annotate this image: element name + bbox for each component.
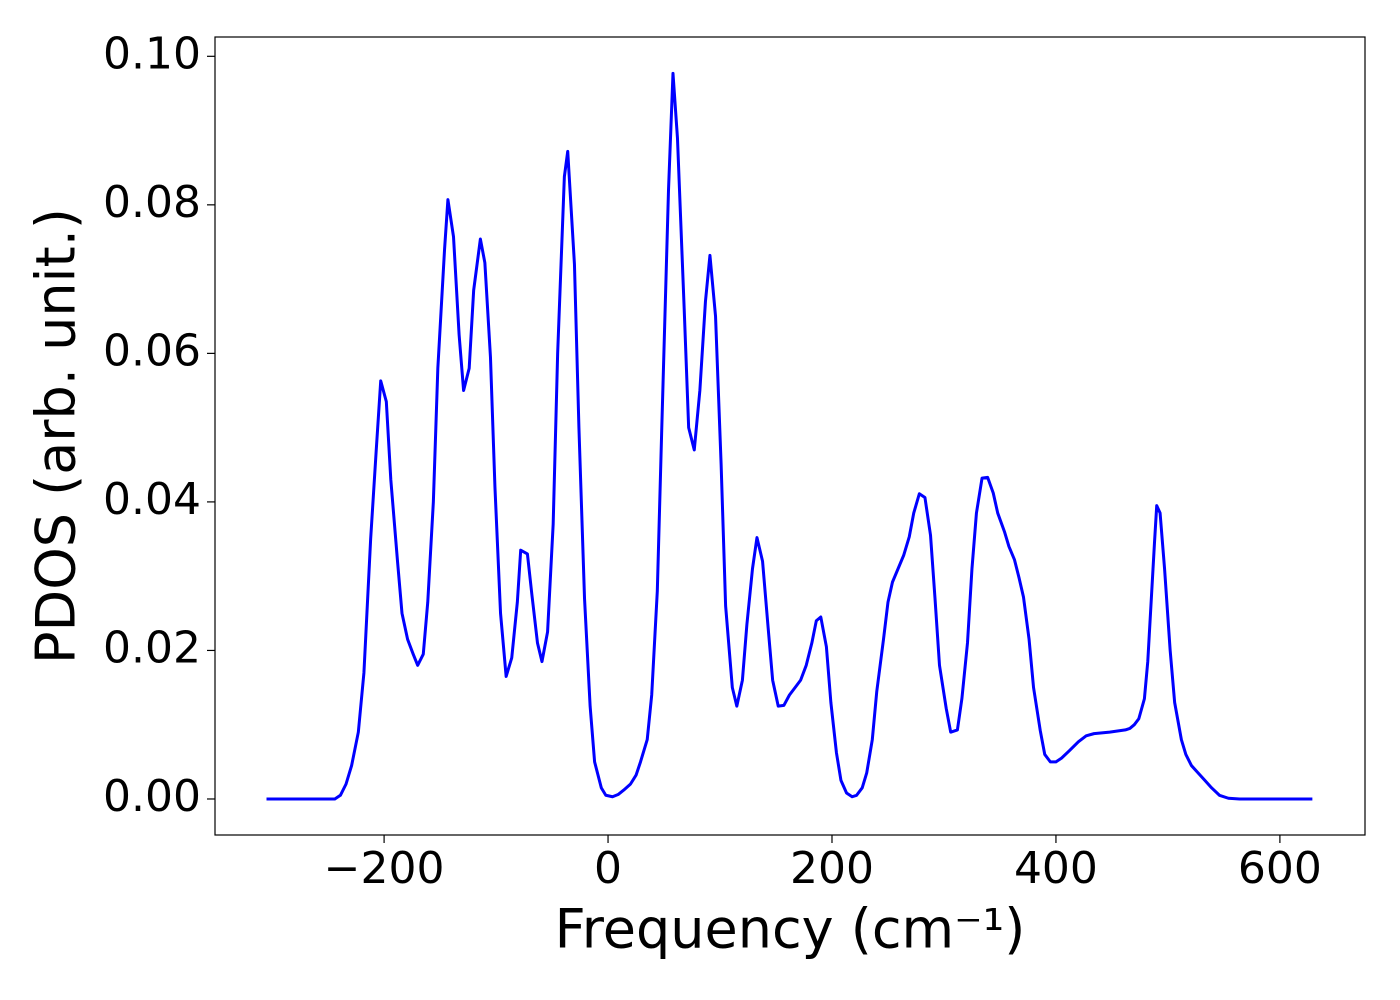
x-tick-label: 200	[790, 843, 874, 894]
x-tick-label: −200	[324, 843, 445, 894]
y-tick-label: 0.00	[103, 771, 201, 822]
y-tick-label: 0.04	[103, 474, 201, 525]
y-tick-label: 0.02	[103, 622, 201, 673]
x-tick-label: 0	[594, 843, 622, 894]
data-line	[266, 71, 1313, 801]
plot-frame	[214, 36, 1366, 836]
x-axis-label: Frequency (cm⁻¹)	[555, 898, 1026, 961]
x-tick-label: 600	[1238, 843, 1322, 894]
y-tick-label: 0.10	[103, 28, 201, 79]
y-tick-label: 0.06	[103, 325, 201, 376]
y-axis-label: PDOS (arb. unit.)	[25, 208, 88, 664]
y-tick-label: 0.08	[103, 177, 201, 228]
x-tick-label: 400	[1014, 843, 1098, 894]
